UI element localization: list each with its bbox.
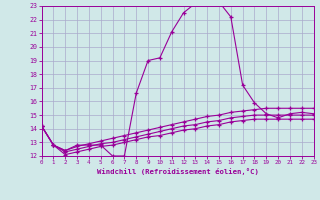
X-axis label: Windchill (Refroidissement éolien,°C): Windchill (Refroidissement éolien,°C) xyxy=(97,168,259,175)
